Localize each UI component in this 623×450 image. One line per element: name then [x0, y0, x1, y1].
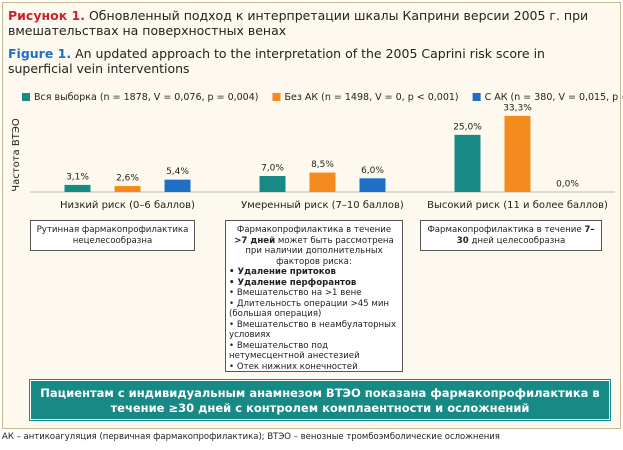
bullet: Вмешательство на >1 вене	[229, 288, 399, 299]
box: Рутинная фармакопрофилактика нецелесообр…	[30, 220, 195, 251]
x-tick-label: Низкий риск (0–6 баллов)	[60, 200, 195, 211]
bar	[64, 184, 91, 192]
box: Фармакопрофилактика в течение 7–30 дней …	[420, 220, 602, 251]
bar	[309, 172, 336, 192]
text-segment: дней целесообразна	[468, 235, 566, 246]
box-text: Фармакопрофилактика в течение >7 дней мо…	[229, 225, 399, 267]
bar	[454, 134, 481, 192]
bullet: Длительность операции >45 мин (большая о…	[229, 299, 399, 320]
text-segment: Рутинная фармакопрофилактика нецелесообр…	[36, 225, 189, 246]
value-label: 2,6%	[116, 174, 139, 184]
bullet: Удаление притоков	[229, 267, 399, 278]
chart: Частота ВТЭО Вся выборка (n = 1878, V = …	[11, 92, 623, 211]
x-tick-label: Высокий риск (11 и более баллов)	[427, 200, 608, 211]
legend-label: С АК (n = 380, V = 0,015, p = 0,957)	[485, 92, 623, 103]
legend-swatch	[272, 93, 281, 101]
bullet: Вмешательство под нетумесцентной анестез…	[229, 341, 399, 362]
caption-label: Рисунок 1.	[8, 8, 85, 23]
footnote: АК – антикоагуляция (первичная фармакопр…	[2, 432, 500, 442]
bar	[359, 178, 386, 192]
bullet: Вмешательство в неамбулаторных условиях	[229, 320, 399, 341]
value-label: 6,0%	[361, 166, 384, 176]
bar	[259, 176, 286, 192]
value-label: 5,4%	[166, 167, 189, 177]
text-segment: Фармакопрофилактика в течение	[427, 225, 585, 235]
banner: Пациентам с индивидуальным анамнезом ВТЭ…	[29, 379, 611, 421]
value-label: 25,0%	[453, 122, 482, 132]
box-text: Фармакопрофилактика в течение 7–30 дней …	[424, 225, 598, 246]
text-segment: может быть рассмотрена при наличии допол…	[245, 235, 394, 267]
caption-text: An updated approach to the interpretatio…	[8, 46, 545, 76]
caption-ru: Рисунок 1. Обновленный подход к интерпре…	[8, 8, 613, 38]
value-label: 8,5%	[311, 160, 334, 170]
value-label: 3,1%	[66, 172, 89, 182]
text-segment: 7–30	[456, 225, 595, 246]
legend-label: Вся выборка (n = 1878, V = 0,076, p = 0,…	[34, 92, 258, 103]
text-segment: >7 дней	[234, 235, 276, 246]
legend-swatch	[472, 93, 481, 101]
bullet: Удаление перфорантов	[229, 278, 399, 289]
box: Фармакопрофилактика в течение >7 дней мо…	[225, 220, 403, 372]
caption-en: Figure 1. An updated approach to the int…	[8, 46, 613, 76]
bar	[164, 179, 191, 192]
text-segment: Фармакопрофилактика в течение	[236, 225, 392, 235]
bar	[114, 186, 141, 192]
value-label: 0,0%	[556, 180, 579, 190]
bar	[504, 115, 531, 192]
legend-label: Без АК (n = 1498, V = 0, p < 0,001)	[284, 92, 458, 103]
caption-text: Обновленный подход к интерпретации шкалы…	[8, 8, 589, 38]
x-tick-label: Умеренный риск (7–10 баллов)	[241, 200, 404, 211]
box-text: Рутинная фармакопрофилактика нецелесообр…	[34, 225, 191, 246]
caption-label: Figure 1.	[8, 46, 72, 61]
y-axis-label: Частота ВТЭО	[11, 118, 22, 192]
value-label: 33,3%	[503, 103, 532, 113]
bullet: Отек нижних конечностей	[229, 362, 399, 373]
legend-swatch	[22, 93, 30, 101]
value-label: 7,0%	[261, 164, 284, 174]
